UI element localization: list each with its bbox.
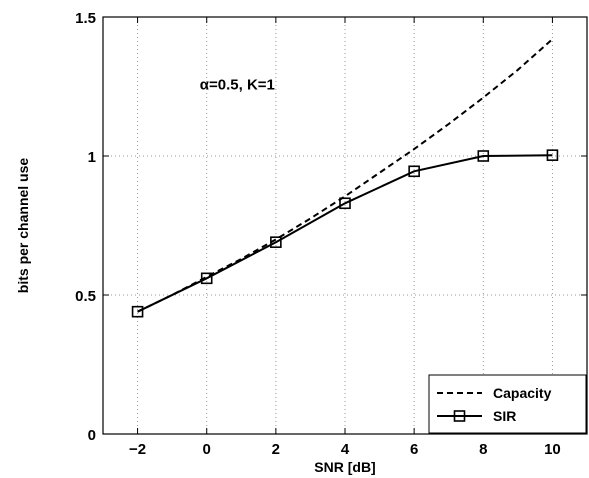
series-layer	[131, 38, 559, 318]
data-point-sir	[408, 165, 420, 178]
x-tick-label: 6	[410, 441, 418, 458]
x-tick-label: 4	[341, 441, 350, 458]
legend: Capacity SIR	[428, 374, 587, 434]
data-point-sir	[339, 197, 351, 210]
grid-layer	[103, 16, 587, 435]
x-tick-label: 10	[544, 441, 561, 458]
x-tick-label: 8	[479, 441, 487, 458]
y-axis-label: bits per channel use	[15, 158, 31, 294]
y-tick-label: 1	[88, 149, 96, 166]
legend-label-capacity: Capacity	[493, 385, 552, 401]
legend-box	[428, 374, 587, 434]
legend-label-sir: SIR	[493, 408, 516, 424]
x-tick-label: 0	[203, 441, 211, 458]
y-tick-label: 1.5	[75, 10, 96, 27]
data-point-sir	[546, 149, 559, 161]
data-point-sir	[131, 305, 144, 318]
data-point-sir	[270, 236, 282, 248]
legend-marker-sir	[453, 410, 466, 422]
series-line-sir	[137, 154, 553, 313]
x-axis-label: SNR [dB]	[314, 459, 375, 475]
x-tick-label: 2	[272, 441, 280, 458]
y-tick-label: 0.5	[75, 288, 96, 305]
plot-frame	[102, 16, 588, 435]
y-tick-label: 0	[88, 427, 96, 444]
data-point-sir	[200, 272, 213, 285]
data-point-sir	[477, 150, 490, 162]
x-tick-label: −2	[129, 441, 146, 458]
annotation-label: α=0.5, K=1	[200, 76, 275, 93]
